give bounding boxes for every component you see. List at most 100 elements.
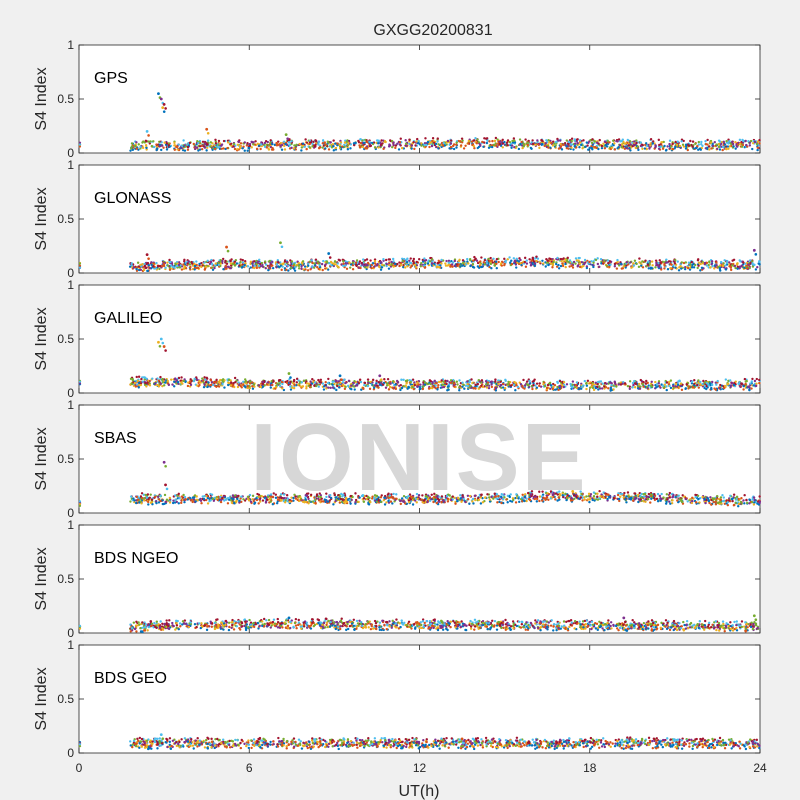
data-point [544,142,547,145]
data-point [381,142,384,145]
data-point [388,385,392,389]
data-point [271,264,274,267]
data-point [136,379,140,382]
data-point [479,263,482,266]
data-point [565,145,568,148]
data-point [379,268,383,271]
data-point [751,265,755,268]
data-point-spike [226,249,230,253]
data-point [190,260,193,264]
data-point [740,382,743,385]
data-point [167,142,170,145]
data-point [245,144,249,147]
data-point [349,263,353,266]
data-point [758,142,761,145]
data-point [453,259,457,263]
data-point [243,149,246,152]
data-point [455,146,458,149]
data-point [514,381,517,385]
data-point [559,145,563,148]
data-point [331,386,335,389]
data-point [210,258,213,262]
data-point [204,265,208,268]
data-point [456,383,459,386]
data-point [592,265,595,269]
data-point [481,140,484,144]
panel-label: GPS [94,70,128,87]
data-point [156,265,160,268]
data-point [756,140,760,143]
data-point [361,263,364,266]
data-point [292,147,296,150]
data-point [135,147,138,150]
data-point [395,379,399,383]
data-point [696,383,699,387]
data-point [620,146,623,149]
data-point [450,259,453,263]
data-point [349,266,352,269]
data-point [430,258,434,261]
data-point [209,383,213,387]
data-point [409,380,412,384]
data-point [469,384,472,387]
data-point [515,266,518,269]
data-point [387,145,391,148]
data-point [617,138,621,141]
data-point [569,382,572,386]
data-point [257,144,261,147]
data-point [561,264,565,268]
data-point [203,268,207,271]
data-point [144,139,148,143]
data-point-spike [328,256,332,259]
data-point [719,261,723,264]
data-point [399,263,403,267]
data-point [754,268,758,271]
data-point [598,265,601,269]
data-point [717,145,721,149]
data-point [586,144,589,147]
data-point [225,262,229,266]
data-point [613,262,617,266]
data-point [392,141,395,144]
data-point [623,382,627,385]
data-point [290,140,293,143]
data-point [222,139,226,143]
data-point [568,265,571,268]
data-point [510,146,513,149]
data-point [239,260,242,264]
data-point [284,142,287,146]
data-point [743,266,746,269]
data-point-spike [205,127,209,131]
data-point [697,379,700,382]
data-point [590,260,593,263]
data-point [614,382,617,386]
data-point [512,383,516,387]
data-point [436,261,440,265]
data-point [611,139,615,142]
data-point [719,269,722,272]
data-point [183,260,186,263]
data-point [399,137,402,140]
data-point [531,387,534,391]
data-point [182,139,185,142]
data-point [758,138,761,142]
data-point [444,264,448,267]
data-point [308,260,312,263]
data-point [696,145,699,148]
data-point [473,139,476,142]
data-point [361,145,364,149]
data-point [359,141,363,145]
data-point [148,266,152,270]
data-point [716,379,719,383]
data-point [582,139,585,142]
data-point [649,138,653,141]
data-point [343,378,346,381]
data-point [578,262,582,265]
data-point [316,260,319,263]
data-point [326,261,329,264]
data-point [227,265,230,269]
data-point [587,148,590,151]
data-point [352,143,356,147]
data-point [365,258,369,261]
